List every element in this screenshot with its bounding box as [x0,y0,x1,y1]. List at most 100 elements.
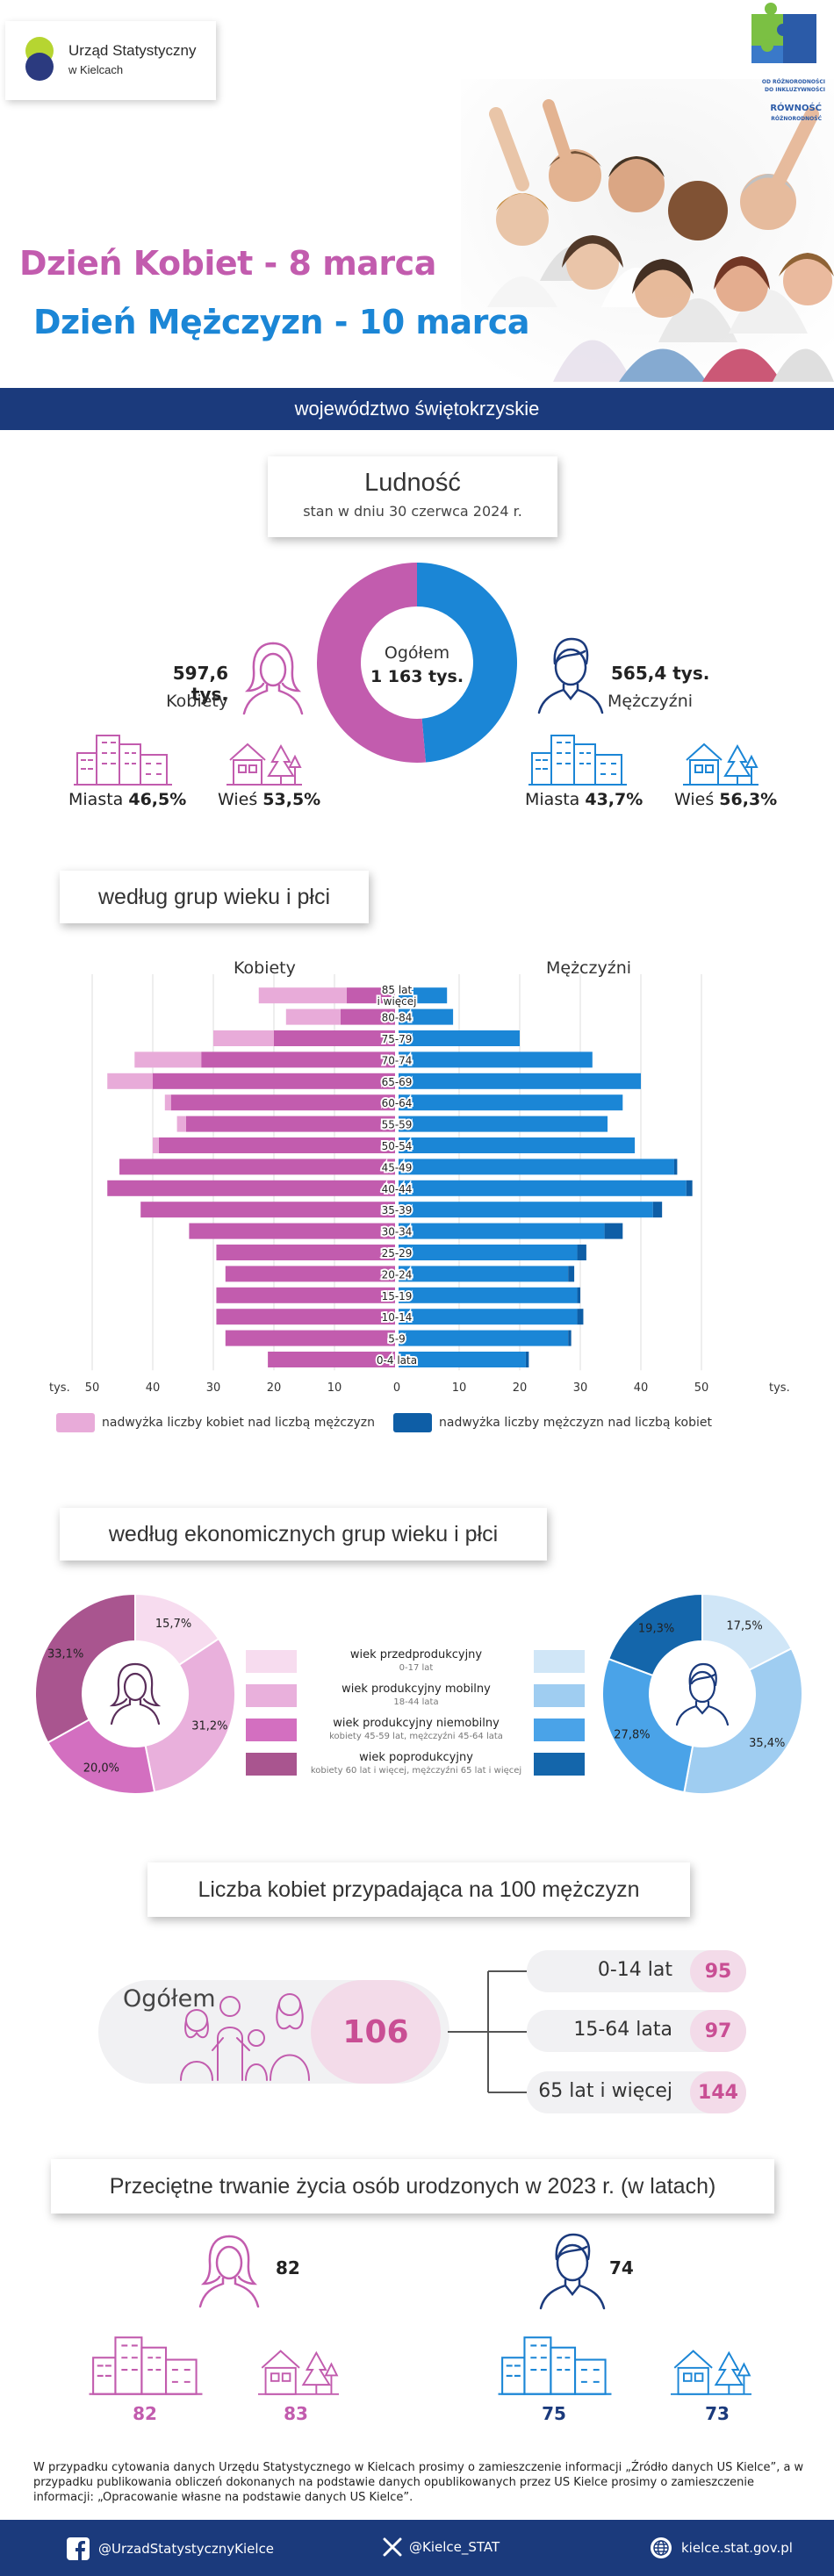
legend-sublabel-0: 0-17 lat [399,1663,434,1673]
economic-title-card: według ekonomicznych grup wieku i płci [60,1508,547,1561]
legend-men-swatch-0 [534,1650,585,1673]
age-group-label: 0-4 lata [377,1354,417,1367]
ratio-group-label-0: 0-14 lat [597,1959,672,1981]
bar-men-surplus [652,1202,663,1218]
bar-men-surplus [568,1266,575,1282]
logo-box[interactable]: Urząd Statystyczny w Kielcach [5,21,216,100]
legend-label-0: wiek przedprodukcyjny [349,1648,483,1661]
legend-label-3: wiek poprodukcyjny [359,1751,473,1764]
donut-men-slice [417,563,518,763]
bar-men [399,1309,578,1325]
x-handle: @Kielce_STAT [409,2539,500,2555]
ratio-group-value-1: 97 [690,2010,746,2052]
bar-men [399,1287,578,1303]
men-village-value: 56,3% [719,790,778,809]
bar-women [153,1073,395,1089]
women-village-icon [226,743,302,786]
footer-bar: @UrzadStatystycznyKielce @Kielce_STAT ki… [0,2520,834,2576]
population-subtitle: stan w dniu 30 czerwca 2024 r. [303,503,522,520]
bar-women-surplus [107,1073,153,1089]
region-bar: województwo świętokrzyskie [0,388,834,430]
ratio-title: Liczba kobiet przypadająca na 100 mężczy… [198,1876,640,1902]
ratio-connector [448,1970,527,2093]
women-city-stat: Miasta 46,5% [68,790,186,809]
age-group-label: 70-74 [382,1054,413,1066]
age-group-label: 5-9 [388,1333,406,1345]
life-women-total: 82 [276,2257,300,2278]
bar-women [274,1030,395,1046]
women-total-label: Kobiety [166,692,228,711]
bar-men-surplus [604,1223,623,1239]
axis-tick-label: 10 [327,1381,342,1395]
axis-unit-left: tys. [49,1381,70,1395]
facebook-icon [67,2537,90,2560]
donut-total-label: Ogółem [384,643,450,663]
x-link[interactable]: @Kielce_STAT [383,2537,500,2557]
life-title-card: Przeciętne trwanie życia osób urodzonych… [51,2159,774,2214]
bar-women [201,1051,395,1068]
age-group-label: 75-79 [382,1033,413,1045]
bar-men-surplus [577,1245,586,1260]
ratio-title-card: Liczba kobiet przypadająca na 100 mężczy… [147,1862,690,1917]
legend-women-swatch-3 [246,1753,297,1776]
bar-men [399,1137,636,1153]
website-link[interactable]: kielce.stat.gov.pl [650,2537,793,2559]
axis-tick-label: 10 [452,1381,467,1395]
age-group-label: 40-44 [382,1183,413,1195]
bar-men [399,1159,674,1175]
people-photo [461,79,834,382]
title-women: Dzień Kobiet - 8 marca [19,244,436,283]
life-women-city-icon [89,2336,203,2395]
bar-women [216,1287,395,1303]
logo-line1: Urząd Statystyczny [68,42,197,59]
bar-women [170,1094,395,1111]
axis-tick-label: 30 [573,1381,588,1395]
life-men-city: 75 [542,2403,566,2424]
legend-women-swatch [56,1413,95,1432]
axis-tick-label: 50 [694,1381,709,1395]
econ-slice-label: 35,4% [749,1737,785,1750]
men-village-icon [683,743,759,786]
age-group-label: 45-49 [382,1161,413,1173]
women-village-label: Wieś [218,790,258,809]
man-icon [537,637,604,714]
pyramid-chart: 85 lat i więcej 80-84 75-79 70-74 65-69 60-64 5… [49,974,790,1395]
axis-tick-label: 40 [146,1381,161,1395]
women-village-value: 53,5% [262,790,321,809]
men-village-label: Wieś [674,790,715,809]
age-group-label: 10-14 [382,1311,413,1324]
bar-women [140,1202,395,1218]
legend-men-swatch-1 [534,1684,585,1707]
bar-women [225,1330,395,1346]
legend-sublabel-3: kobiety 60 lat i więcej, mężczyźni 65 la… [310,1766,522,1776]
women-city-value: 46,5% [128,790,187,809]
econ-slice-label: 15,7% [155,1618,191,1631]
life-men-village: 73 [705,2403,730,2424]
age-group-label: 65-69 [382,1076,413,1088]
legend-women-label: nadwyżka liczby kobiet nad liczbą mężczy… [102,1416,375,1430]
badge-line4: RÓŻNORODNOŚĆ [771,116,822,122]
bar-men [399,1008,454,1025]
badge-line2: DO INKLUZYWNOŚCI [765,87,825,93]
legend-women-swatch-1 [246,1684,297,1707]
economic-women-donut: 15,7% 31,2% 20,0% 33,1% [34,1592,236,1795]
legend-women-swatch-2 [246,1719,297,1741]
facebook-link[interactable]: @UrzadStatystycznyKielce [67,2537,274,2560]
age-group-label: 15-19 [382,1290,413,1302]
bar-men [399,1245,578,1260]
bar-women [216,1245,395,1260]
axis-tick-label: 30 [206,1381,221,1395]
economic-men-donut: 17,5% 35,4% 27,8% 19,3% [601,1592,803,1795]
bar-men [399,1202,653,1218]
economic-legend: wiek przedprodukcyjny 0-17 lat wiek produk… [246,1648,588,1782]
women-total-value: 597,6 tys. [172,663,228,705]
bar-men [399,987,448,1004]
woman-icon [242,642,304,715]
men-total-label: Mężczyźni [608,692,694,711]
women-city-label: Miasta [68,790,124,809]
pyramid-title-card: według grup wieku i płci [60,871,369,923]
legend-men-swatch [393,1413,432,1432]
bar-men [399,1073,641,1089]
age-group-label: 35-39 [382,1204,413,1216]
badge-line3: RÓWNOŚĆ [770,104,822,113]
